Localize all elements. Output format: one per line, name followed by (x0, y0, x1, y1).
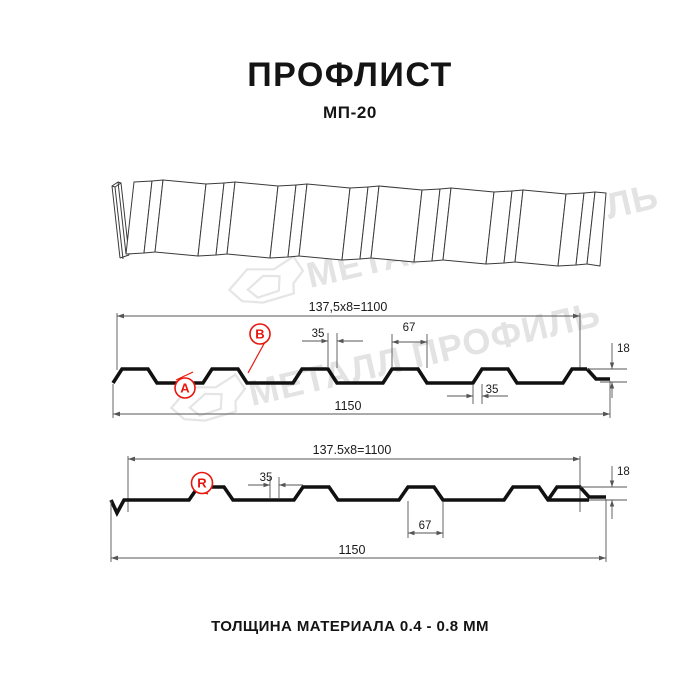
section-r-bottom-dimension (110, 499, 607, 562)
watermark-logo-icon-2 (169, 373, 247, 422)
section-ab-base-dim (447, 384, 508, 404)
marker-r: R (190, 471, 214, 495)
section-ab: 137,5x8=1100 35 67 (111, 300, 630, 418)
iso-edge-bottom (119, 254, 130, 259)
section-r-profile-line (109, 485, 589, 518)
watermark-text-2: МЕТАЛЛ ПРОФИЛЬ (245, 293, 605, 414)
isometric-sheet-view (111, 179, 607, 267)
page-subtitle: МП-20 (323, 103, 377, 122)
section-r-height-dim (580, 466, 627, 519)
section-r-top-dimension-label: 137.5x8=1100 (313, 443, 392, 457)
marker-a-label: A (180, 381, 190, 396)
section-ab-pitch-dim-label: 67 (403, 322, 416, 334)
section-ab-top-dimension-label: 137,5x8=1100 (309, 300, 388, 314)
section-ab-bottom-dimension (112, 381, 611, 418)
section-ab-base-dim-label: 35 (486, 384, 499, 396)
section-r-pitch-dim-label: 67 (419, 520, 432, 532)
section-r-rib-top-dim-label: 35 (260, 472, 273, 484)
iso-edge-lip (111, 181, 122, 188)
section-ab-pitch-dim (391, 334, 428, 368)
material-thickness-note: ТОЛЩИНА МАТЕРИАЛА 0.4 - 0.8 ММ (211, 618, 489, 635)
section-ab-height-dim-label: 18 (617, 343, 630, 355)
watermark-logo-inner-icon (246, 274, 281, 299)
marker-b: B (247, 323, 271, 374)
iso-edge-line-2 (114, 186, 124, 260)
iso-edge-line-1 (111, 185, 121, 259)
section-r-pitch-dim (407, 501, 444, 538)
section-ab-profile-tail (585, 367, 610, 381)
section-r-profile-tail (546, 485, 606, 502)
marker-a: A (174, 371, 196, 399)
iso-edge-line-3 (117, 181, 127, 255)
section-ab-bottom-dimension-label: 1150 (335, 399, 362, 413)
marker-b-label: B (255, 327, 264, 342)
section-r-rib-top-dim (248, 477, 303, 499)
section-r-height-dim-label: 18 (617, 466, 630, 478)
section-ab-height-dim (587, 343, 627, 398)
section-ab-rib-top-dim (302, 333, 363, 368)
section-ab-rib-top-dim-label: 35 (312, 328, 325, 340)
section-r-top-dimension (127, 456, 581, 512)
section-r: 137.5x8=1100 35 67 (109, 443, 630, 562)
section-ab-top-dimension (116, 313, 581, 370)
iso-corrugations (125, 179, 607, 267)
watermark-logo-icon (227, 255, 305, 304)
section-r-bottom-dimension-label: 1150 (339, 543, 366, 557)
page-title: ПРОФЛИСТ (247, 56, 453, 94)
marker-r-label: R (197, 476, 207, 491)
